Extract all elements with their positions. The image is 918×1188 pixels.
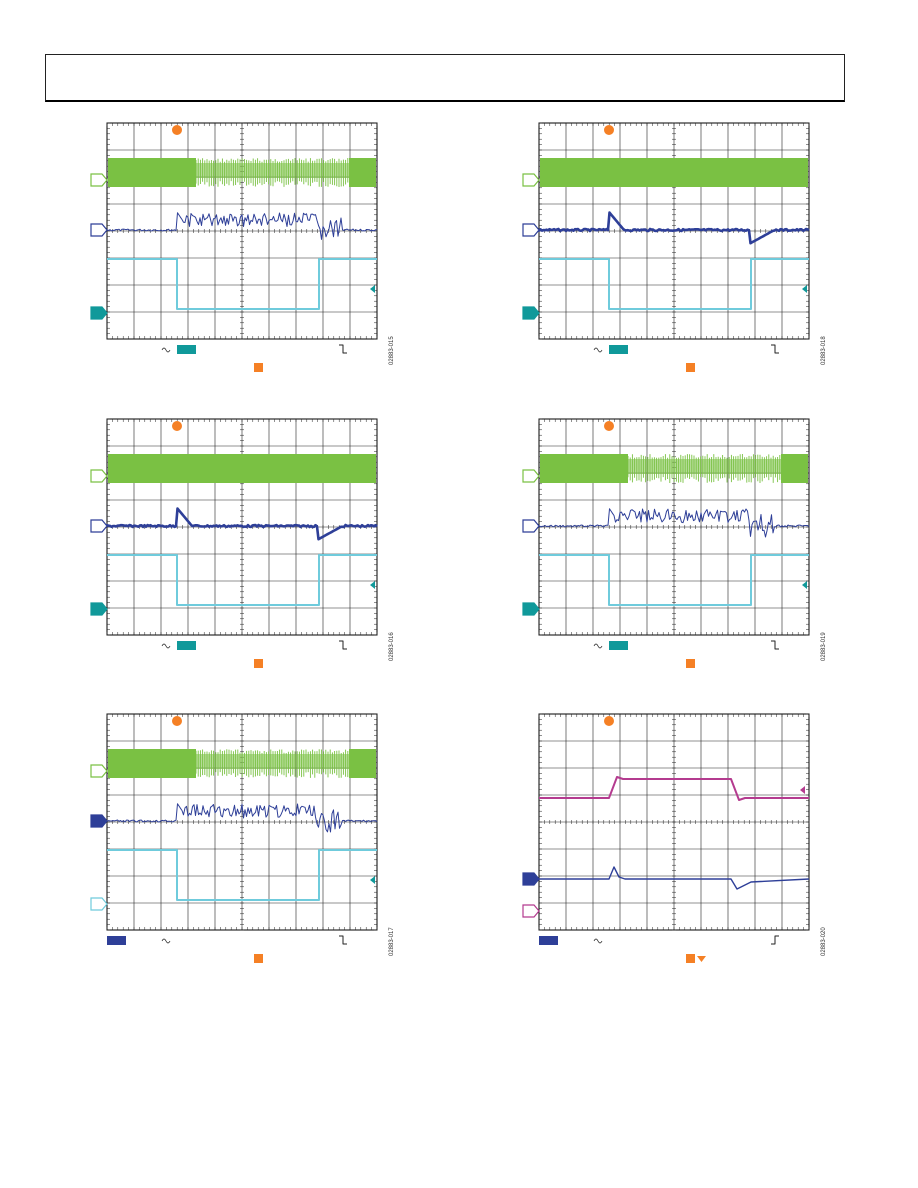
channel-marker-blue: [522, 223, 540, 237]
channel-marker-cyan: [90, 897, 108, 911]
green-trace-band: [108, 454, 376, 483]
trigger-source-icon: [254, 659, 263, 668]
ac-coupling-icon: [161, 347, 171, 353]
figure-code: 02883-019: [821, 632, 827, 661]
channel-scale-box: [609, 641, 628, 650]
trigger-slope-icon: [771, 640, 779, 650]
figure-code: 02883-016: [389, 632, 395, 661]
figure-code: 02883-015: [389, 336, 395, 365]
cyan-trace: [107, 258, 377, 310]
trigger-source-icon: [686, 363, 695, 372]
trigger-position-icon: [172, 421, 182, 431]
blue-trace: [105, 507, 378, 541]
channel-marker-magenta: [522, 904, 540, 918]
channel-scale-box: [609, 345, 628, 354]
channel-marker-teal: [522, 602, 540, 616]
ac-coupling-icon: [593, 347, 603, 353]
magenta-trace: [539, 776, 809, 801]
figure-code: 02883-017: [389, 927, 395, 956]
channel-marker-blue: [522, 519, 540, 533]
green-trace-band: [781, 454, 808, 483]
scope-fig-019: 02883-019: [522, 418, 827, 668]
level-marker-icon: [800, 786, 805, 794]
green-trace-band: [540, 454, 628, 483]
blue-trace: [106, 803, 378, 833]
trigger-slope-icon: [339, 344, 347, 354]
trigger-slope-icon: [339, 935, 347, 945]
scope-fig-016: 02883-016: [90, 418, 395, 668]
figure-code: 02883-020: [821, 927, 827, 956]
page-header-box: [45, 54, 845, 102]
cyan-trace: [539, 258, 809, 310]
channel-marker-blue: [90, 223, 108, 237]
ac-coupling-icon: [593, 938, 603, 944]
level-marker-icon: [370, 581, 375, 589]
trigger-source-icon: [686, 954, 695, 963]
blue-trace: [538, 508, 810, 538]
trigger-position-icon: [172, 125, 182, 135]
level-marker-icon: [802, 285, 807, 293]
channel-marker-green: [90, 469, 108, 483]
green-trace-band: [540, 158, 808, 187]
scope-fig-018: 02883-018: [522, 122, 827, 372]
blue-trace: [539, 866, 810, 890]
trigger-source-icon: [254, 363, 263, 372]
channel-marker-blue: [522, 872, 540, 886]
level-marker-icon: [370, 876, 375, 884]
green-trace-band: [108, 158, 196, 187]
trigger-position-icon: [604, 716, 614, 726]
scope-fig-017: 02883-017: [90, 713, 395, 963]
trigger-position-icon: [604, 125, 614, 135]
channel-scale-box: [107, 936, 126, 945]
trigger-position-icon: [604, 421, 614, 431]
figure-code: 02883-018: [821, 336, 827, 365]
channel-marker-green: [522, 173, 540, 187]
level-marker-icon: [370, 285, 375, 293]
ac-coupling-icon: [161, 643, 171, 649]
trigger-slope-icon: [771, 935, 779, 945]
cyan-trace: [107, 849, 377, 901]
trigger-slope-icon: [771, 344, 779, 354]
green-trace-pulses: [195, 749, 349, 778]
channel-marker-green: [90, 764, 108, 778]
blue-trace: [106, 212, 377, 240]
trigger-source-icon: [686, 659, 695, 668]
trigger-arrow-icon: [697, 956, 706, 962]
ac-coupling-icon: [161, 938, 171, 944]
channel-marker-teal: [522, 306, 540, 320]
green-trace-band: [108, 749, 196, 778]
channel-scale-box: [177, 345, 196, 354]
cyan-trace: [107, 554, 377, 606]
channel-marker-teal: [90, 306, 108, 320]
trigger-slope-icon: [339, 640, 347, 650]
scope-fig-020: 02883-020: [522, 713, 827, 963]
channel-marker-teal: [90, 602, 108, 616]
green-trace-pulses: [627, 454, 781, 483]
level-marker-icon: [802, 581, 807, 589]
green-trace-band: [349, 158, 376, 187]
channel-marker-blue: [90, 814, 108, 828]
cyan-trace: [539, 554, 809, 606]
trigger-source-icon: [254, 954, 263, 963]
blue-trace: [537, 211, 810, 245]
channel-scale-box: [539, 936, 558, 945]
green-trace-pulses: [195, 158, 349, 187]
scope-fig-015: 02883-015: [90, 122, 395, 372]
trigger-position-icon: [172, 716, 182, 726]
channel-marker-green: [90, 173, 108, 187]
green-trace-band: [349, 749, 376, 778]
ac-coupling-icon: [593, 643, 603, 649]
channel-marker-green: [522, 469, 540, 483]
channel-marker-blue: [90, 519, 108, 533]
channel-scale-box: [177, 641, 196, 650]
